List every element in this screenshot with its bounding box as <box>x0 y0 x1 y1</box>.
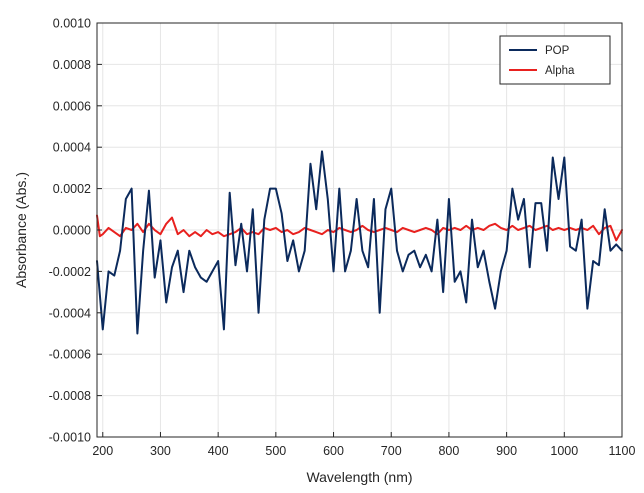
series-layer <box>96 150 623 335</box>
x-tick-label: 200 <box>92 444 113 458</box>
y-tick-label: -0.0008 <box>49 389 91 403</box>
x-tick-labels: 200 300 400 500 600 700 800 900 1000 1100 <box>92 444 635 458</box>
y-tick-label: 0.0000 <box>53 224 91 238</box>
y-tick-label: -0.0002 <box>49 265 91 279</box>
x-tick-label: 700 <box>381 444 402 458</box>
legend-box <box>499 35 611 85</box>
y-tick-label: -0.0004 <box>49 306 91 320</box>
y-axis-label: Absorbance (Abs.) <box>13 172 29 288</box>
x-tick-label: 300 <box>150 444 171 458</box>
y-tick-label: 0.0010 <box>53 17 91 31</box>
x-tick-label: 1100 <box>609 444 636 458</box>
y-tick-labels: -0.0010 -0.0008 -0.0006 -0.0004 -0.0002 0.000… <box>49 17 91 445</box>
series-line-pop <box>96 150 623 335</box>
x-tick-label: 900 <box>496 444 517 458</box>
y-tick-label: 0.0006 <box>53 99 91 113</box>
y-tick-label: -0.0010 <box>49 431 91 445</box>
y-tick-label: 0.0004 <box>53 141 91 155</box>
x-axis-label: Wavelength (nm) <box>306 469 412 485</box>
y-tick-label: 0.0008 <box>53 58 91 72</box>
legend-label-alpha: Alpha <box>545 65 575 77</box>
x-tick-label: 1000 <box>550 444 578 458</box>
x-tick-label: 800 <box>438 444 459 458</box>
x-tick-label: 400 <box>208 444 229 458</box>
legend-label-pop: POP <box>545 45 570 57</box>
x-tick-label: 600 <box>323 444 344 458</box>
legend: POP Alpha <box>499 35 611 85</box>
y-tick-label: -0.0006 <box>49 348 91 362</box>
y-tick-label: 0.0002 <box>53 182 91 196</box>
tick-marks <box>97 22 623 438</box>
x-tick-label: 500 <box>265 444 286 458</box>
